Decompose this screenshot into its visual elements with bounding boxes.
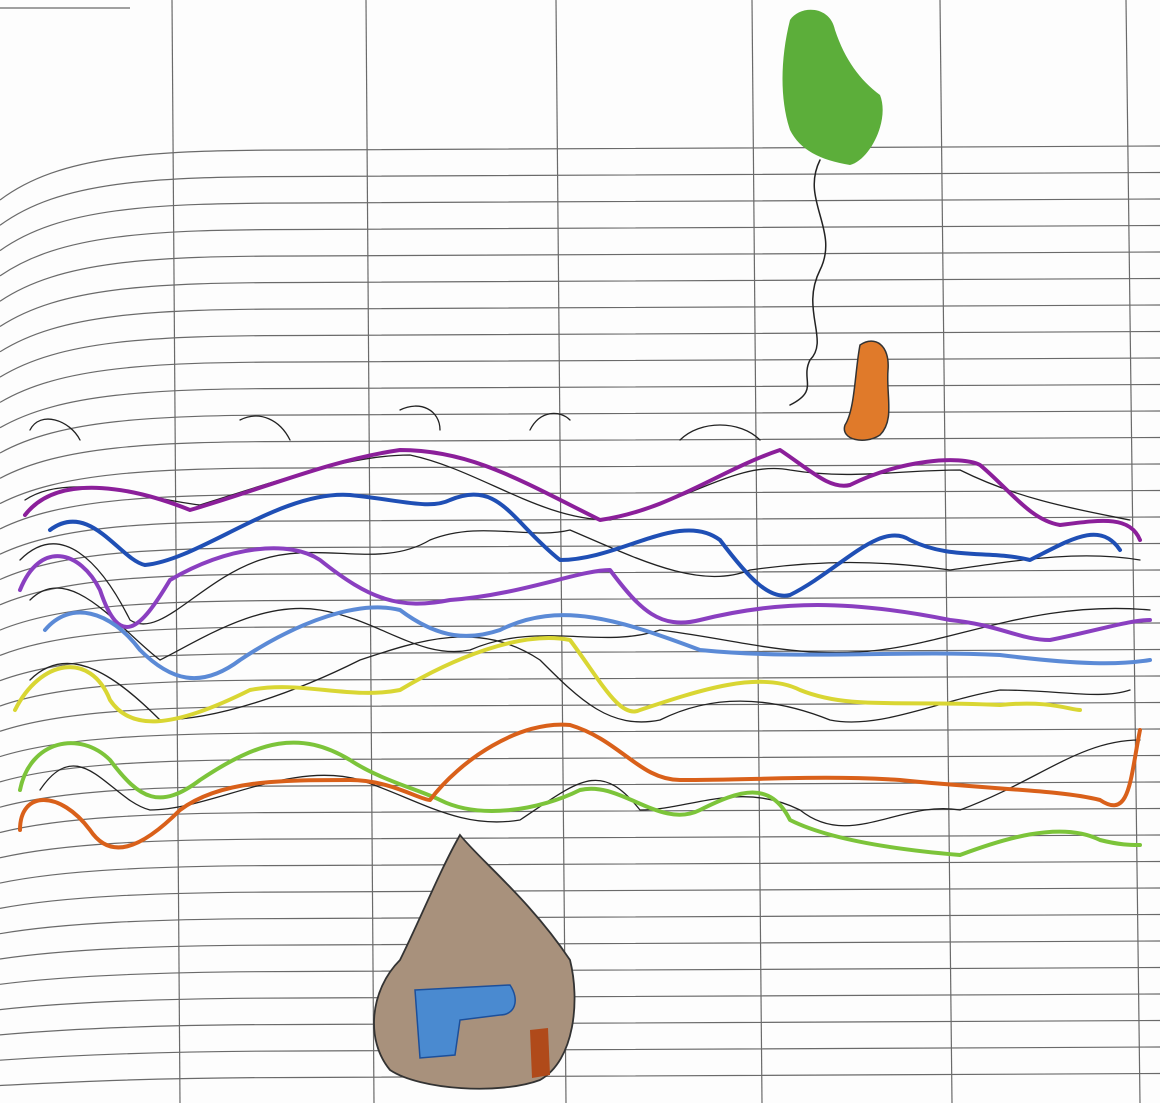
ruled-line — [0, 728, 1160, 758]
orange-figure — [843, 340, 890, 441]
ruled-line — [0, 648, 1160, 682]
ruled-line — [0, 675, 1160, 707]
ruled-line — [0, 966, 1160, 985]
ruled-line — [0, 834, 1160, 859]
ruled-line — [0, 516, 1160, 555]
ruled-line — [0, 410, 1160, 454]
ruled-line — [0, 595, 1160, 631]
ruled-line — [0, 781, 1160, 808]
ruled-line — [0, 304, 1160, 353]
house — [373, 833, 576, 1090]
ruled-line — [0, 701, 1160, 732]
balloon-tree — [782, 9, 883, 406]
ruled-line — [0, 913, 1160, 935]
ruled-line — [0, 1046, 1160, 1061]
ruled-line — [0, 993, 1160, 1011]
ruled-line — [0, 940, 1160, 960]
ruled-line — [0, 198, 1160, 252]
ruled-line — [0, 145, 1160, 201]
ruled-line — [0, 807, 1160, 834]
ruled-line — [0, 330, 1160, 378]
ruled-line — [0, 1019, 1160, 1036]
thin-pencil-lines — [19, 405, 1151, 827]
ruled-line — [0, 754, 1160, 783]
ruled-line — [0, 887, 1160, 909]
ruled-line — [0, 224, 1160, 277]
ruled-line — [0, 383, 1160, 429]
ruled-line — [0, 436, 1160, 479]
crayon-waves — [13, 448, 1152, 857]
ruled-line — [0, 569, 1160, 606]
ruled-line — [0, 1072, 1160, 1087]
ruled-line — [0, 489, 1160, 530]
ruled-line — [0, 277, 1160, 328]
ruled-line — [0, 171, 1160, 226]
ruled-line — [0, 357, 1160, 403]
ruled-line — [0, 463, 1160, 505]
ruled-line — [0, 860, 1160, 884]
ruled-line — [0, 251, 1160, 302]
